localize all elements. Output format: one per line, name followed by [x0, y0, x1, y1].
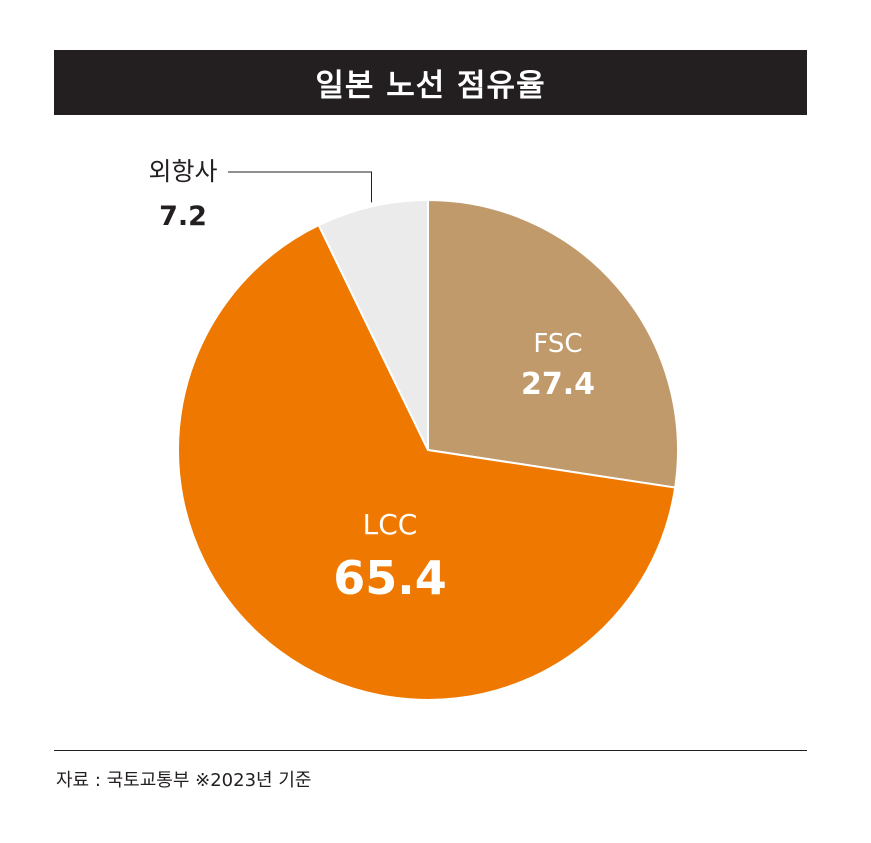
pie-slice-slice-2	[317, 198, 429, 451]
slice-value-lcc: 65.4	[333, 551, 447, 605]
slice-value-fsc: 27.4	[521, 367, 595, 402]
chart-title: 일본 노선 점유율	[315, 68, 546, 104]
chart-title-bar: 일본 노선 점유율	[54, 50, 807, 115]
slice-label-fsc: FSC	[533, 329, 582, 359]
slice-label-lcc: LCC	[363, 508, 418, 541]
source-note: 자료 : 국토교통부 ※2023년 기준	[56, 770, 312, 791]
pie-slice-fsc	[427, 198, 679, 489]
leader-line-slice-2	[228, 171, 372, 203]
pie-labels: FSC 27.4 LCC 65.4 외항사 7.2	[148, 157, 595, 605]
footer-divider	[54, 750, 807, 751]
slice-value-slice-2: 7.2	[159, 201, 207, 232]
pie-slices	[177, 198, 679, 701]
slice-label-slice-2: 외항사	[148, 157, 217, 186]
pie-slice-lcc	[177, 223, 677, 701]
